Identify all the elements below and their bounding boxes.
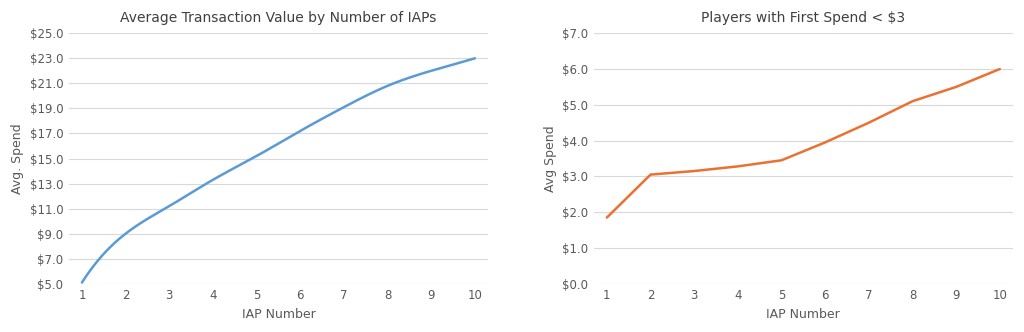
Y-axis label: Avg Spend: Avg Spend [544, 125, 556, 192]
Title: Average Transaction Value by Number of IAPs: Average Transaction Value by Number of I… [120, 11, 436, 25]
X-axis label: IAP Number: IAP Number [766, 308, 841, 321]
X-axis label: IAP Number: IAP Number [242, 308, 315, 321]
Title: Players with First Spend < $3: Players with First Spend < $3 [701, 11, 905, 25]
Y-axis label: Avg. Spend: Avg. Spend [11, 123, 25, 194]
